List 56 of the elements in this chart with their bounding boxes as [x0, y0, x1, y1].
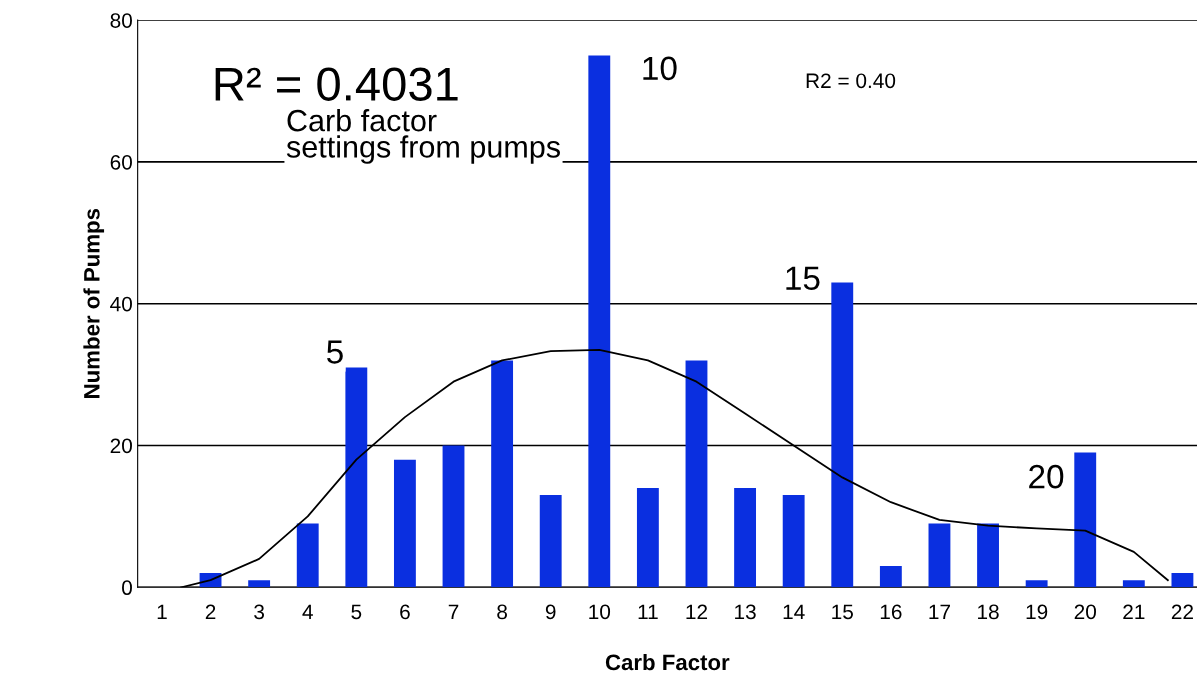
- x-tick-label: 1: [157, 604, 167, 620]
- bar: [393, 459, 416, 588]
- bar: [782, 495, 805, 588]
- bar: [1171, 573, 1194, 588]
- y-tick-label: 80: [110, 13, 132, 28]
- bar: [491, 360, 514, 588]
- y-tick-label: 40: [110, 296, 132, 312]
- annotation: 20: [1029, 464, 1064, 489]
- annotation: R² = 0.4031: [215, 67, 458, 101]
- bar: [636, 488, 659, 588]
- x-tick-label: 6: [400, 604, 410, 620]
- bar: [588, 55, 611, 588]
- x-tick-label: 16: [880, 604, 902, 620]
- bar: [1122, 580, 1145, 588]
- bar: [734, 488, 757, 588]
- x-tick-label: 10: [589, 604, 611, 620]
- bar: [928, 523, 951, 588]
- x-tick-label: 19: [1026, 604, 1048, 620]
- annotation: Carb factor settings from pumps: [286, 109, 560, 164]
- y-tick-label: 20: [110, 438, 132, 454]
- y-tick-label: 0: [122, 580, 132, 596]
- x-tick-label: 22: [1171, 604, 1193, 620]
- x-tick-label: 11: [638, 604, 658, 620]
- x-tick-label: 20: [1074, 604, 1097, 620]
- bar: [879, 566, 902, 588]
- x-tick-label: 7: [448, 604, 459, 620]
- annotation: 10: [643, 56, 677, 81]
- x-tick-label: 5: [351, 604, 362, 620]
- bar: [296, 523, 319, 588]
- bar: [345, 367, 368, 588]
- x-tick-label: 13: [735, 604, 756, 620]
- bar: [977, 523, 999, 588]
- bar: [685, 360, 708, 588]
- x-tick-label: 12: [686, 604, 708, 620]
- x-tick-label: 21: [1123, 604, 1145, 620]
- x-tick-label: 3: [254, 604, 265, 620]
- x-tick-label: 18: [978, 604, 999, 620]
- annotation: R2 = 0.40: [806, 73, 896, 89]
- x-tick-label: 8: [497, 604, 507, 620]
- y-axis-title: Number of Pumps: [83, 208, 105, 398]
- annotation: 15: [786, 266, 820, 290]
- annotation: 5: [327, 340, 343, 364]
- bar: [1074, 452, 1097, 588]
- x-tick-label: 9: [545, 604, 556, 620]
- x-tick-label: 4: [302, 604, 313, 620]
- bar: [248, 580, 271, 588]
- y-tick-label: 60: [110, 154, 132, 170]
- bar: [831, 282, 854, 588]
- x-tick-label: 17: [929, 604, 950, 620]
- bar: [442, 445, 465, 588]
- x-axis-title: Carb Factor: [605, 653, 730, 671]
- x-tick-label: 15: [832, 604, 853, 620]
- x-tick-label: 14: [783, 604, 805, 620]
- bar: [1025, 580, 1048, 588]
- bar: [539, 495, 562, 588]
- x-tick-label: 2: [205, 604, 216, 620]
